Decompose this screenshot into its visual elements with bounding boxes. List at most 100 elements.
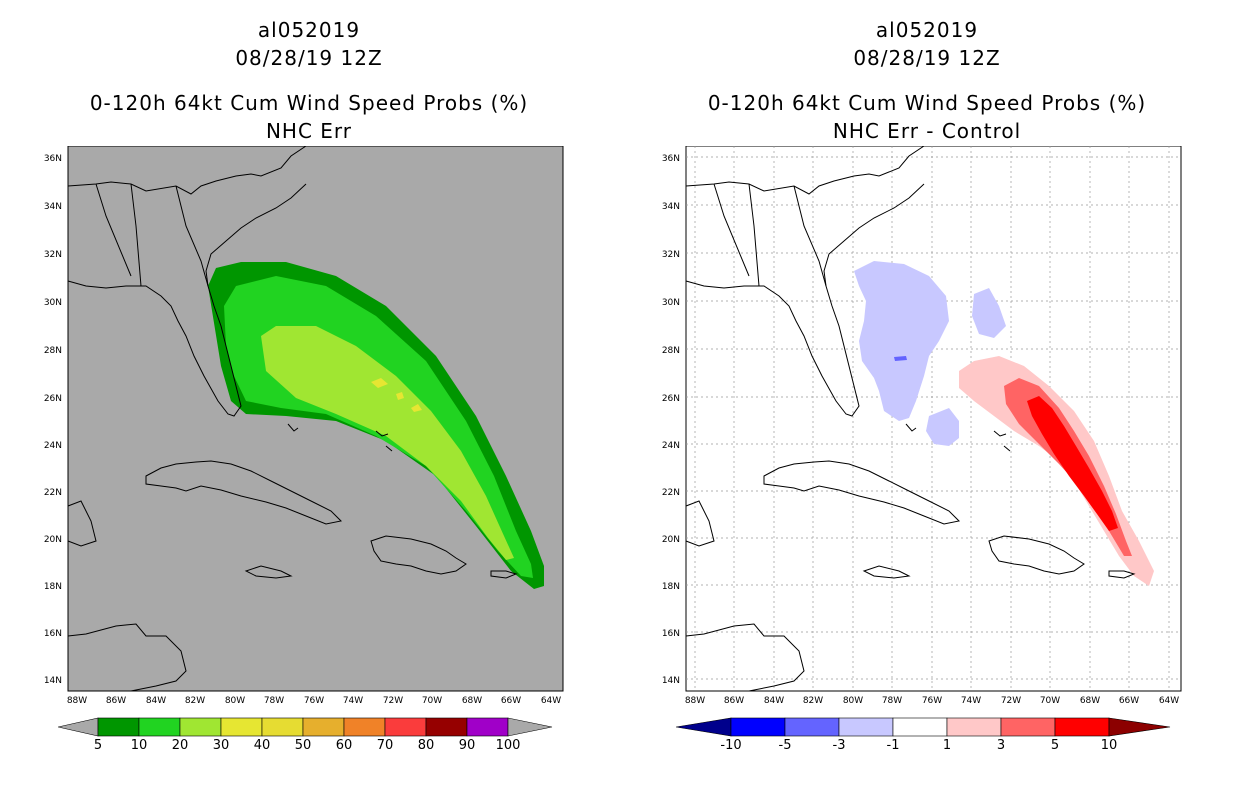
lat-label: 34N: [44, 202, 62, 212]
lat-label: 28N: [44, 346, 62, 356]
lon-label: 84W: [146, 696, 166, 706]
lat-label: 36N: [44, 154, 62, 164]
right-coastlines: [685, 146, 1136, 692]
right-lat-ticks: 36N 34N 32N 30N 28N 26N 24N 22N 20N 18N …: [662, 154, 680, 686]
lon-label: 72W: [1001, 696, 1021, 706]
left-probability-swath: [208, 262, 544, 589]
left-panel: al052019 08/28/19 12Z 0-120h 64kt Cum Wi…: [44, 18, 564, 753]
left-lon-ticks: 88W 86W 84W 82W 80W 78W 76W 74W 72W 70W …: [67, 696, 561, 706]
cb-label: 30: [212, 738, 230, 753]
left-storm-id: al052019: [257, 18, 361, 42]
cb-arrow-high: [507, 717, 553, 737]
cb-label: -3: [832, 738, 846, 753]
right-panel: al052019 08/28/19 12Z 0-120h 64kt Cum Wi…: [618, 0, 1236, 800]
cb-swatch: [730, 717, 786, 737]
lon-label: 86W: [106, 696, 126, 706]
lon-label: 70W: [1040, 696, 1060, 706]
lat-label: 26N: [662, 394, 680, 404]
cb-swatch: [343, 717, 386, 737]
lat-label: 22N: [662, 488, 680, 498]
lat-label: 22N: [44, 488, 62, 498]
lon-label: 74W: [343, 696, 363, 706]
lon-label: 78W: [264, 696, 284, 706]
right-colorbar: [676, 717, 1171, 737]
cb-label: 80: [417, 738, 435, 753]
lon-label: 80W: [225, 696, 245, 706]
lon-label: 72W: [383, 696, 403, 706]
lat-label: 34N: [662, 202, 680, 212]
left-coastlines: [67, 146, 518, 692]
lat-label: 16N: [662, 629, 680, 639]
lon-label: 82W: [803, 696, 823, 706]
lon-label: 84W: [764, 696, 784, 706]
lat-label: 26N: [44, 394, 62, 404]
right-map: 36N 34N 32N 30N 28N 26N 24N 22N 20N 18N …: [662, 146, 1182, 706]
positive-diff-region: [1027, 396, 1118, 531]
cb-swatch: [220, 717, 263, 737]
right-title: 0-120h 64kt Cum Wind Speed Probs (%): [707, 91, 1147, 115]
lon-label: 66W: [1119, 696, 1139, 706]
left-subtitle: NHC Err: [265, 119, 353, 143]
cb-label: 90: [458, 738, 476, 753]
cb-label: 60: [335, 738, 353, 753]
cb-label: 5: [93, 738, 103, 753]
negative-diff-region: [894, 356, 907, 361]
right-lon-ticks: 88W 86W 84W 82W 80W 78W 76W 74W 72W 70W …: [685, 696, 1179, 706]
lat-label: 18N: [662, 582, 680, 592]
cb-swatch: [384, 717, 427, 737]
lon-label: 82W: [185, 696, 205, 706]
cb-arrow-high: [1108, 717, 1171, 737]
lon-label: 78W: [882, 696, 902, 706]
left-datetime: 08/28/19 12Z: [235, 46, 383, 70]
cb-label: 50: [294, 738, 312, 753]
cb-swatch: [838, 717, 894, 737]
cb-swatch: [466, 717, 509, 737]
negative-diff-region: [972, 288, 1006, 338]
lat-label: 16N: [44, 629, 62, 639]
lat-label: 30N: [662, 298, 680, 308]
right-subtitle: NHC Err - Control: [832, 119, 1022, 143]
right-grid: [686, 146, 1181, 691]
lon-label: 68W: [462, 696, 482, 706]
cb-label: -10: [720, 738, 742, 753]
lon-label: 70W: [422, 696, 442, 706]
cb-swatch: [261, 717, 304, 737]
lon-label: 86W: [724, 696, 744, 706]
lat-label: 32N: [44, 250, 62, 260]
cb-label: 5: [1050, 738, 1060, 753]
lat-label: 30N: [44, 298, 62, 308]
left-lat-ticks: 36N 34N 32N 30N 28N 26N 24N 22N 20N 18N …: [44, 154, 62, 686]
cb-label: 40: [253, 738, 271, 753]
left-map: 36N 34N 32N 30N 28N 26N 24N 22N 20N 18N …: [44, 146, 564, 706]
cb-swatch: [179, 717, 222, 737]
lat-label: 20N: [662, 535, 680, 545]
left-colorbar: [58, 717, 553, 737]
cb-swatch: [425, 717, 468, 737]
cb-label: 20: [171, 738, 189, 753]
cb-label: -5: [778, 738, 792, 753]
cb-swatch: [1000, 717, 1056, 737]
lon-label: 64W: [541, 696, 561, 706]
cb-label: 10: [130, 738, 148, 753]
right-difference-field: [854, 261, 1154, 586]
lat-label: 24N: [44, 441, 62, 451]
cb-arrow-low: [676, 717, 732, 737]
cb-label: -1: [886, 738, 900, 753]
lon-label: 76W: [304, 696, 324, 706]
cb-swatch: [138, 717, 181, 737]
lon-label: 80W: [843, 696, 863, 706]
lat-label: 14N: [44, 676, 62, 686]
right-datetime: 08/28/19 12Z: [853, 46, 1001, 70]
cb-label: 100: [495, 738, 521, 753]
positive-diff-region: [959, 356, 1154, 586]
cb-swatch: [302, 717, 345, 737]
lon-label: 88W: [685, 696, 705, 706]
lon-label: 66W: [501, 696, 521, 706]
cb-swatch: [97, 717, 140, 737]
negative-diff-region: [926, 408, 959, 446]
cb-label: 3: [996, 738, 1006, 753]
cb-label: 70: [376, 738, 394, 753]
lat-label: 28N: [662, 346, 680, 356]
lat-label: 32N: [662, 250, 680, 260]
negative-diff-region: [854, 261, 949, 421]
